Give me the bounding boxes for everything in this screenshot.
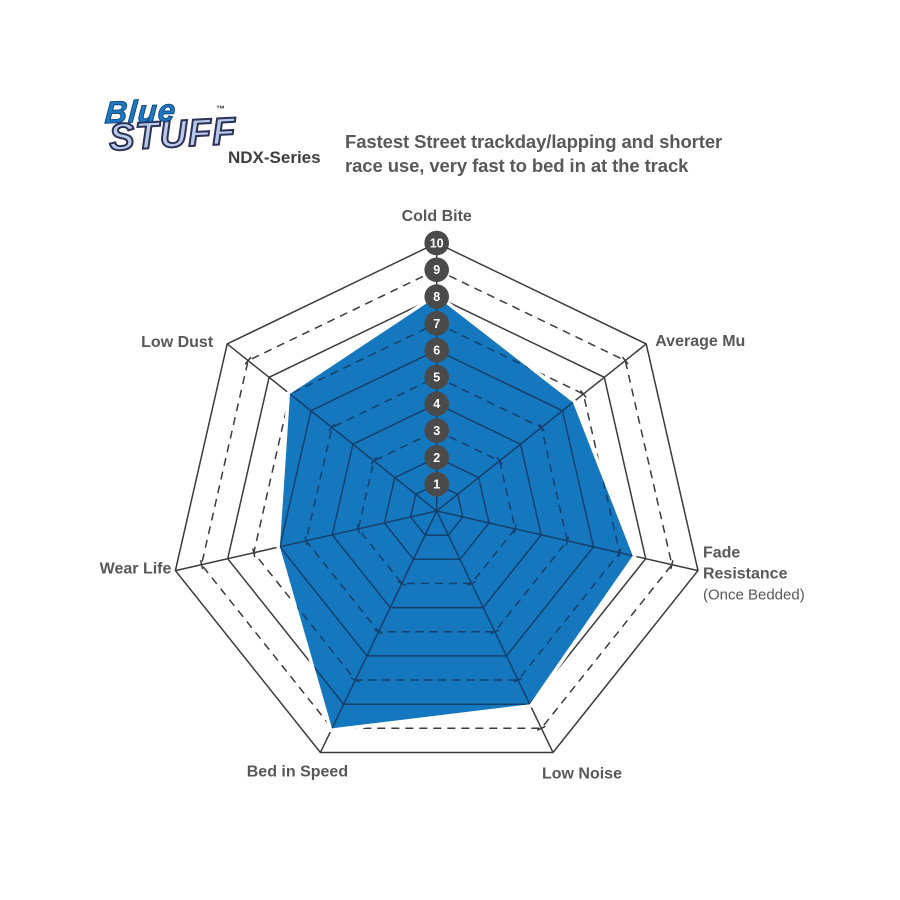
ring-2 (383, 456, 490, 561)
badge-4 (424, 391, 450, 417)
badge-label-1: 1 (433, 478, 440, 492)
tick-wear-life-7 (252, 548, 256, 558)
tick-average-mu-7 (579, 390, 587, 399)
tick-low-dust-9 (244, 356, 252, 365)
badge-label-6: 6 (433, 344, 440, 358)
axis-label-wear-life: Wear Life (100, 561, 172, 578)
tick-low-noise-9 (536, 725, 546, 731)
axis-label-fade-resistance-1: Fade (703, 545, 740, 562)
series-name: NDX-Series (228, 148, 321, 167)
ring-6 (279, 349, 595, 657)
ring-5-dashed (305, 376, 569, 633)
ring-10 (174, 242, 699, 754)
badge-10 (424, 230, 450, 256)
ring-7-dashed (252, 322, 621, 681)
badge-label-8: 8 (433, 290, 440, 304)
ring-3-dashed (357, 429, 516, 585)
data-polygon (279, 296, 633, 729)
badge-label-3: 3 (433, 424, 440, 438)
badge-9 (424, 257, 450, 283)
scale-badges: 1 2 3 4 5 6 7 8 9 10 (424, 230, 450, 497)
tick-low-dust-5 (328, 423, 336, 432)
tick-bed-in-speed-7 (350, 677, 360, 683)
badge-label-4: 4 (433, 397, 440, 411)
badge-6 (424, 337, 450, 363)
ring-4 (331, 402, 543, 609)
badge-3 (424, 418, 450, 443)
tick-bed-in-speed-3 (397, 580, 407, 587)
badge-label-2: 2 (433, 451, 440, 465)
tick-average-mu-5 (538, 423, 545, 432)
badge-label-9: 9 (433, 263, 440, 277)
tick-low-noise-7 (513, 677, 523, 683)
axis-labels: Cold Bite Average Mu Fade Resistance (Once B… (100, 208, 805, 782)
axis-label-low-noise: Low Noise (542, 765, 622, 782)
badge-1 (424, 471, 450, 497)
tick-fade-resistance-7 (617, 548, 622, 558)
tick-low-noise-5 (490, 629, 500, 635)
axis-sublabel-fade-resistance: (Once Bedded) (703, 587, 805, 604)
badge-5 (424, 364, 450, 390)
description-line-1: Fastest Street trackday/lapping and shor… (345, 131, 723, 152)
tick-low-noise-3 (467, 580, 476, 587)
axis-label-cold-bite: Cold Bite (402, 208, 472, 225)
tick-fade-resistance-3 (513, 524, 517, 534)
badge-label-5: 5 (433, 370, 440, 384)
badge-2 (424, 445, 450, 470)
tick-average-mu-3 (496, 456, 503, 465)
axis-label-fade-resistance-2: Resistance (703, 566, 788, 583)
axis-label-low-dust: Low Dust (141, 334, 214, 351)
trademark-symbol: ™ (216, 104, 225, 114)
badge-label-10: 10 (430, 236, 444, 250)
ring-1 (409, 483, 464, 536)
ring-9-dashed (200, 268, 673, 730)
tick-wear-life-3 (356, 524, 361, 534)
badge-8 (424, 284, 450, 309)
tick-average-mu-9 (621, 356, 629, 365)
tick-wear-life-5 (304, 536, 308, 546)
tick-fade-resistance-5 (565, 536, 570, 546)
tick-bed-in-speed-5 (374, 629, 383, 635)
axis-label-bed-in-speed: Bed in Speed (247, 763, 348, 780)
product-description: Fastest Street trackday/lapping and shor… (345, 130, 735, 178)
tick-wear-life-9 (199, 560, 204, 570)
description-line-2: race use, very fast to bed in at the tra… (345, 155, 689, 176)
brand-logo: STUFF Blue ™ NDX-Series (95, 88, 335, 188)
tick-fade-resistance-9 (670, 560, 674, 570)
badge-label-7: 7 (433, 317, 440, 331)
tick-low-dust-3 (370, 456, 378, 465)
axis-label-average-mu: Average Mu (655, 333, 745, 350)
badge-7 (424, 311, 450, 336)
